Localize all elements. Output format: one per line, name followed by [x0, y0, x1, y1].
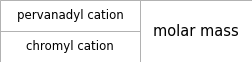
Bar [140, 0, 252, 62]
Text: pervanadyl cation: pervanadyl cation [17, 9, 123, 22]
Bar [0, 0, 140, 62]
Text: molar mass: molar mass [153, 23, 239, 39]
Text: chromyl cation: chromyl cation [26, 40, 114, 53]
